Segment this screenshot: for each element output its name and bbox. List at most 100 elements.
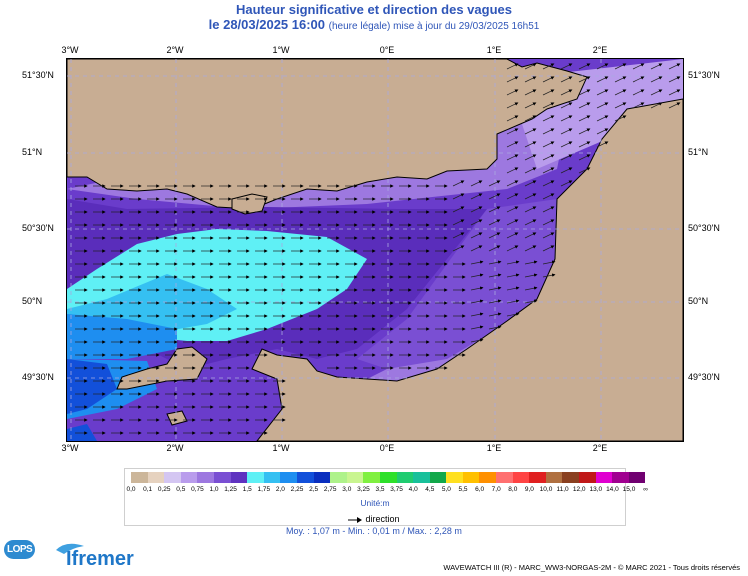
color-swatch [379, 472, 397, 483]
direction-arrow [452, 232, 465, 239]
arrow-icon [348, 516, 362, 523]
direction-arrow [470, 206, 483, 213]
latitude-left-label-4: 49°30'N [22, 372, 54, 382]
scale-tick-label: 2,0 [275, 486, 285, 493]
direction-arrow [488, 193, 501, 200]
direction-arrow [614, 115, 627, 122]
direction-arrow [578, 115, 591, 122]
direction-arrow [542, 63, 555, 70]
scale-tick-label: 3,5 [375, 486, 385, 493]
direction-arrow [614, 76, 627, 83]
direction-arrow [668, 102, 681, 109]
color-swatch [429, 472, 447, 483]
latitude-left-label-3: 50°N [22, 296, 43, 306]
direction-arrow [542, 206, 555, 213]
direction-arrow [542, 154, 555, 161]
color-swatch [628, 472, 646, 483]
scale-tick-label: 15,0 [622, 486, 636, 493]
latitude-right-label-3: 50°N [688, 296, 709, 306]
color-swatch [230, 472, 248, 483]
map-title: Hauteur significative et direction des v… [236, 2, 512, 17]
direction-arrow [506, 76, 519, 83]
color-swatch [529, 472, 546, 483]
longitude-bottom-label-3: 0°E [379, 443, 395, 453]
date-subtitle: (heure légale) mise à jour du 29/03/2025… [328, 21, 540, 32]
longitude-top-label-4: 1°E [486, 45, 502, 55]
longitude-bottom-label-5: 2°E [592, 443, 608, 453]
color-swatch [446, 472, 463, 483]
direction-arrow [632, 76, 645, 83]
scale-tick-label: 4,5 [425, 486, 435, 493]
direction-arrow [524, 128, 537, 135]
direction-arrow [560, 89, 573, 96]
color-swatch [330, 472, 347, 483]
direction-arrow [560, 141, 573, 148]
direction-label: direction [365, 514, 400, 524]
zone-light-blue [67, 274, 237, 359]
direction-arrow [632, 89, 645, 96]
direction-arrow [524, 206, 537, 213]
direction-legend: direction [347, 514, 400, 524]
direction-arrow [524, 167, 537, 174]
direction-arrow [470, 299, 484, 304]
scale-tick-label: 0,0 [126, 486, 136, 493]
direction-arrow [506, 63, 519, 70]
direction-arrow [506, 245, 519, 252]
scale-tick-label: 10,0 [539, 486, 553, 493]
direction-arrow [488, 245, 501, 252]
direction-arrow [542, 245, 555, 252]
direction-arrow [452, 219, 465, 226]
scale-tick-label: 1,75 [257, 486, 271, 493]
color-swatch [479, 472, 497, 483]
scale-tick-label: 14,0 [606, 486, 619, 493]
wave-map[interactable] [66, 58, 684, 442]
direction-arrow [542, 102, 555, 109]
direction-arrow [506, 154, 519, 161]
longitude-top-label-3: 0°E [379, 45, 395, 55]
map-date: le 28/03/2025 16:00 (heure légale) mise … [0, 17, 748, 32]
latitude-left-label-2: 50°30'N [22, 223, 54, 233]
direction-arrow [560, 180, 573, 187]
direction-arrow [488, 273, 502, 278]
direction-arrow [542, 89, 555, 96]
direction-arrow [560, 102, 573, 109]
direction-arrow [650, 89, 663, 96]
direction-arrow [542, 219, 555, 226]
latitude-right-label-1: 51°N [688, 147, 709, 157]
ifremer-logo: Ifremer [66, 548, 134, 570]
direction-arrow [524, 102, 537, 109]
land-channel-island [166, 410, 188, 426]
direction-arrow [560, 167, 573, 174]
scale-tick-label: 9,0 [524, 486, 534, 493]
direction-arrow [506, 232, 519, 239]
scale-tick-label: 7,0 [491, 486, 501, 493]
direction-arrow [524, 245, 537, 252]
direction-arrow [506, 286, 520, 291]
color-swatch [197, 472, 214, 483]
longitude-bottom-label-1: 2°W [166, 443, 184, 453]
direction-arrow [506, 273, 520, 278]
color-scale-ticks: 0,0 0,1 0,25 0,5 0,75 1,0 1,25 1,5 1,75 2,0 2,25 2,… [125, 486, 647, 496]
direction-arrow [578, 167, 591, 174]
direction-arrow [506, 260, 520, 265]
direction-arrow [542, 141, 555, 148]
direction-arrow [488, 260, 502, 265]
direction-arrow [524, 76, 537, 83]
direction-arrow [506, 193, 519, 200]
direction-arrow [596, 115, 609, 122]
direction-arrow [452, 180, 465, 187]
statistics: Moy. : 1,07 m - Min. : 0,01 m / Max. : 2… [286, 526, 462, 536]
direction-arrow [542, 167, 555, 174]
direction-arrow [632, 63, 645, 70]
latitude-left-label-1: 51°N [22, 147, 43, 157]
direction-arrow [470, 260, 484, 265]
scale-tick-label: 6,0 [475, 486, 485, 493]
longitude-top-label-0: 3°W [61, 45, 79, 55]
direction-arrow [524, 193, 537, 200]
direction-arrow [452, 193, 465, 200]
credit-line: WAVEWATCH III (R) - MARC_WW3-NORGAS-2M -… [443, 563, 740, 572]
direction-arrow [524, 286, 538, 291]
lops-logo: LOPS [4, 540, 36, 559]
direction-arrow [650, 76, 663, 83]
color-swatch [512, 472, 530, 483]
